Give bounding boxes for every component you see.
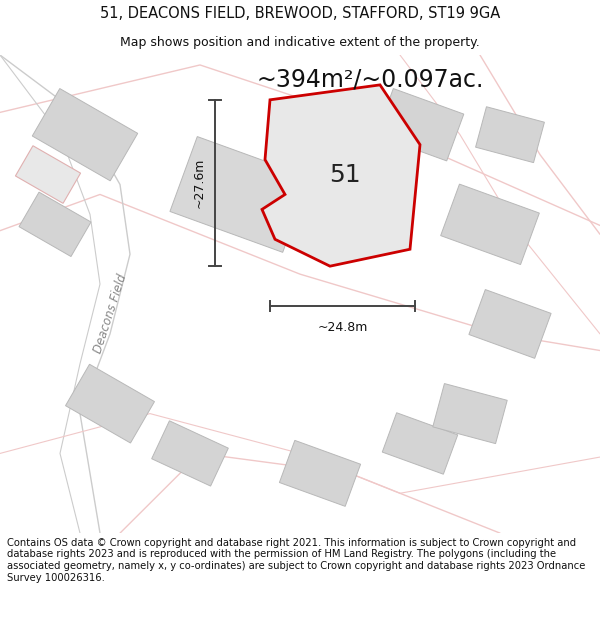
Text: ~24.8m: ~24.8m xyxy=(317,321,368,334)
Text: ~27.6m: ~27.6m xyxy=(193,158,205,208)
Polygon shape xyxy=(262,85,420,266)
Polygon shape xyxy=(16,146,80,203)
Polygon shape xyxy=(19,192,91,256)
Polygon shape xyxy=(152,421,229,486)
Polygon shape xyxy=(280,441,361,506)
Text: ~394m²/~0.097ac.: ~394m²/~0.097ac. xyxy=(256,68,484,92)
Polygon shape xyxy=(170,137,310,252)
Polygon shape xyxy=(65,364,154,443)
Polygon shape xyxy=(440,184,539,264)
Text: Contains OS data © Crown copyright and database right 2021. This information is : Contains OS data © Crown copyright and d… xyxy=(7,538,586,582)
Polygon shape xyxy=(469,289,551,358)
Text: Map shows position and indicative extent of the property.: Map shows position and indicative extent… xyxy=(120,36,480,49)
Polygon shape xyxy=(32,89,138,181)
Text: Deacons Field: Deacons Field xyxy=(91,272,129,355)
Polygon shape xyxy=(433,384,507,444)
Polygon shape xyxy=(476,107,544,162)
Text: 51: 51 xyxy=(329,162,361,186)
Polygon shape xyxy=(376,89,464,161)
Text: 51, DEACONS FIELD, BREWOOD, STAFFORD, ST19 9GA: 51, DEACONS FIELD, BREWOOD, STAFFORD, ST… xyxy=(100,6,500,21)
Polygon shape xyxy=(382,412,458,474)
